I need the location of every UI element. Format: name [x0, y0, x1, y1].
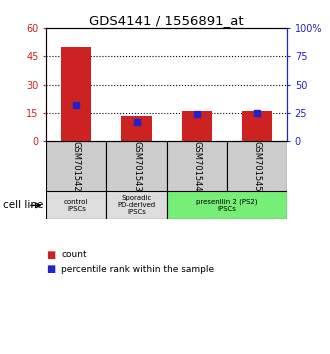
Text: ■: ■ — [46, 264, 55, 274]
Bar — [227, 141, 287, 192]
Bar — [167, 141, 227, 192]
Bar — [106, 141, 167, 192]
Bar — [46, 141, 106, 192]
Bar — [242, 111, 272, 141]
Text: count: count — [61, 250, 87, 259]
Text: control
IPSCs: control IPSCs — [64, 199, 88, 212]
Bar — [182, 111, 212, 141]
Point — [254, 110, 260, 115]
Text: GSM701544: GSM701544 — [192, 141, 201, 192]
Text: presenilin 2 (PS2)
iPSCs: presenilin 2 (PS2) iPSCs — [196, 199, 258, 212]
Point — [134, 119, 139, 125]
Text: ■: ■ — [46, 250, 55, 260]
Point — [74, 102, 79, 108]
Text: Sporadic
PD-derived
iPSCs: Sporadic PD-derived iPSCs — [117, 195, 156, 216]
Point — [194, 111, 199, 116]
Bar — [106, 192, 167, 219]
Bar — [167, 192, 287, 219]
Bar — [121, 116, 151, 141]
Bar — [61, 47, 91, 141]
Text: cell line: cell line — [3, 200, 44, 210]
Bar — [46, 192, 106, 219]
Title: GDS4141 / 1556891_at: GDS4141 / 1556891_at — [89, 14, 244, 27]
Text: percentile rank within the sample: percentile rank within the sample — [61, 264, 214, 274]
Text: GSM701542: GSM701542 — [72, 141, 81, 192]
Text: GSM701543: GSM701543 — [132, 141, 141, 192]
Text: GSM701545: GSM701545 — [252, 141, 261, 192]
